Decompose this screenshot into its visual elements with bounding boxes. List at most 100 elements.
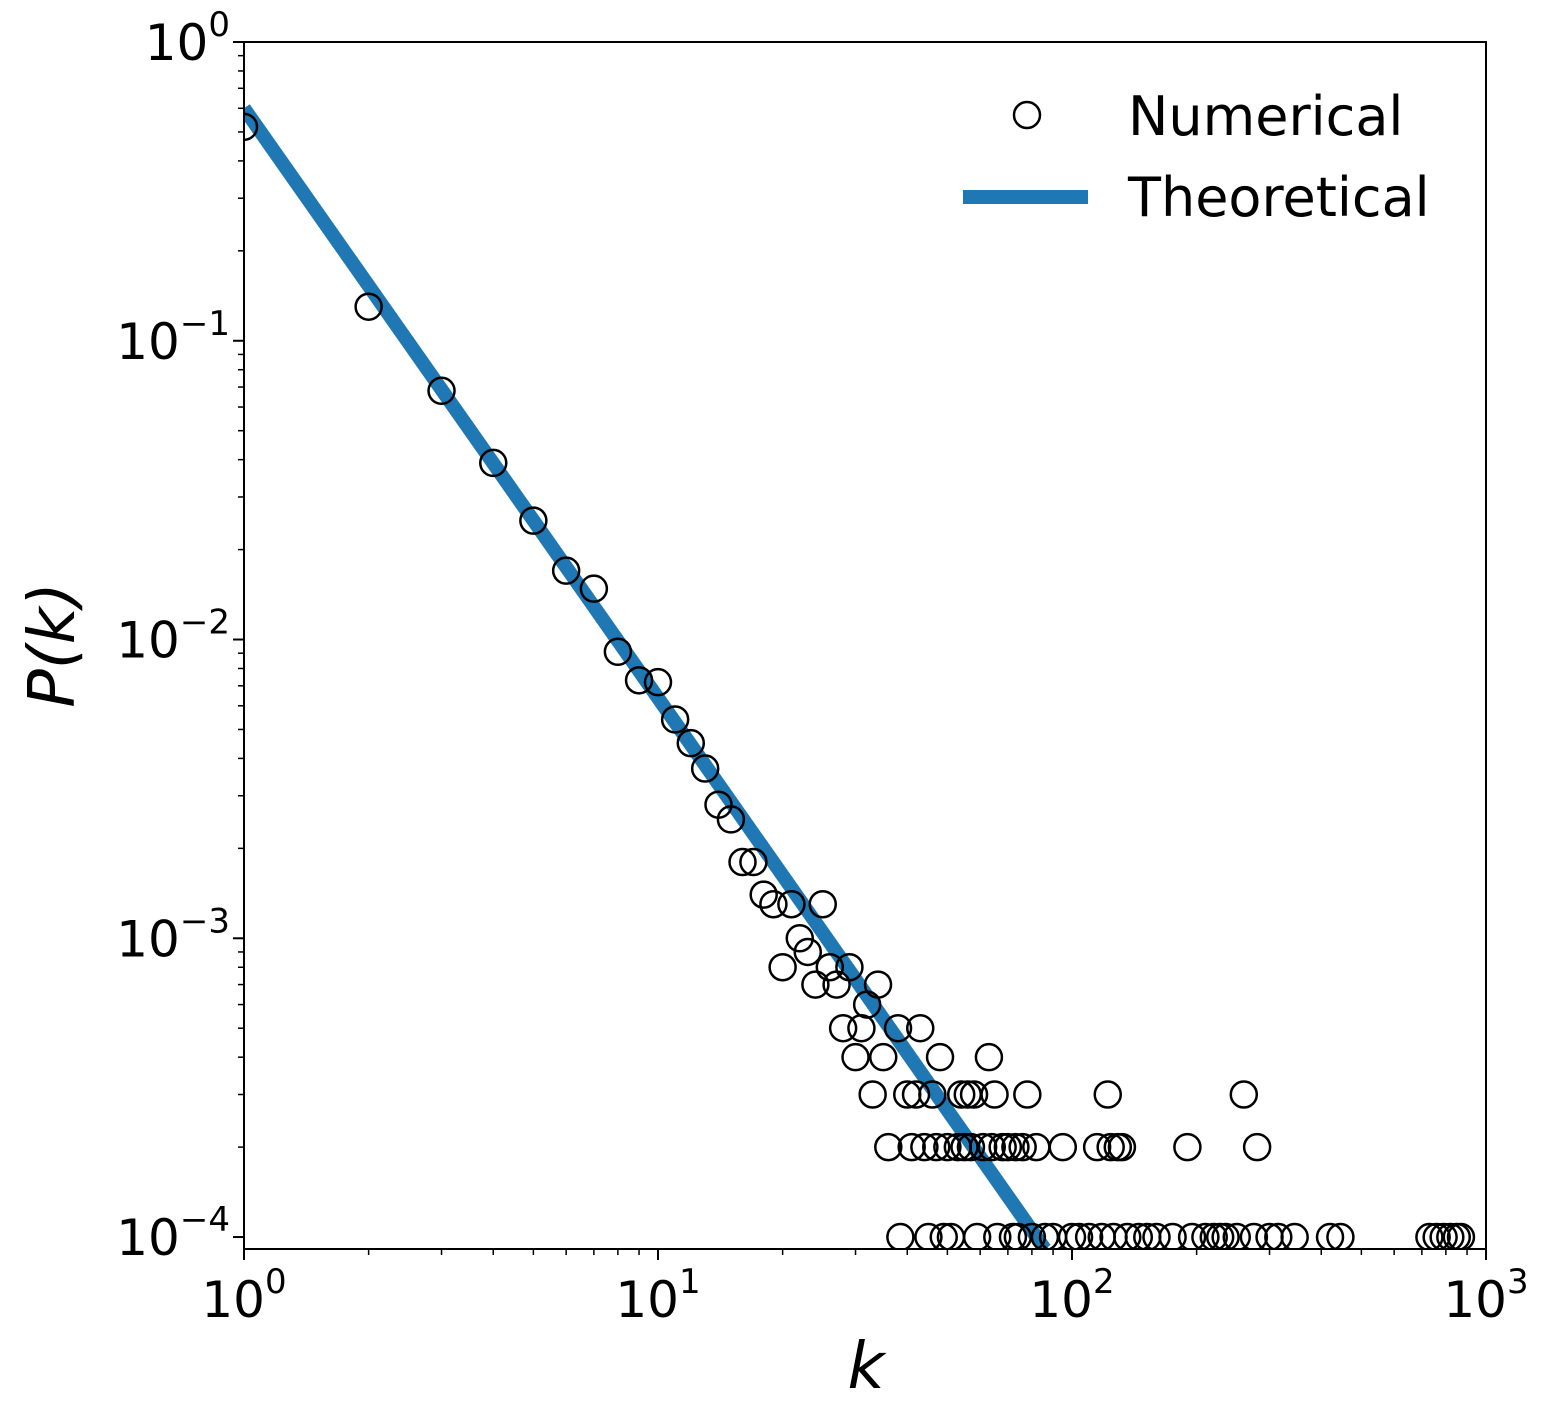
numerical-point [1436, 1222, 1465, 1249]
numerical-point [551, 556, 581, 585]
numerical-point [1142, 1222, 1171, 1249]
numerical-point [1446, 1222, 1476, 1249]
numerical-point [1001, 1132, 1030, 1162]
numerical-point [1048, 1132, 1078, 1162]
numerical-point [1422, 1222, 1451, 1249]
numerical-point [793, 937, 823, 967]
numerical-point [1280, 1222, 1309, 1249]
numerical-point [1326, 1222, 1355, 1249]
numerical-point [1173, 1132, 1202, 1162]
numerical-point [1113, 1222, 1142, 1249]
numerical-point [1158, 1222, 1187, 1249]
numerical-point [739, 847, 768, 877]
numerical-point [993, 1132, 1023, 1162]
numerical-point [1242, 1132, 1272, 1162]
numerical-point [1264, 1222, 1293, 1249]
numerical-point [749, 880, 778, 909]
x-tick-label: 100 [201, 1262, 286, 1329]
plot-content [244, 104, 1476, 1249]
numerical-point [624, 666, 654, 695]
numerical-point [1239, 1222, 1269, 1249]
x-tick-label: 103 [1443, 1262, 1528, 1329]
numerical-point [977, 1132, 1007, 1162]
y-tick-label: 10−2 [116, 603, 230, 670]
numerical-point [983, 1222, 1012, 1249]
numerical-point [918, 1080, 947, 1109]
x-tick-label: 101 [615, 1262, 700, 1329]
numerical-point [906, 1013, 935, 1043]
y-tick-label: 10−1 [116, 304, 230, 371]
numerical-point [768, 952, 797, 982]
legend-label-numerical: Numerical [1128, 85, 1403, 148]
legend-marker-numerical [1012, 100, 1042, 130]
numerical-point [1211, 1222, 1240, 1249]
numerical-point [1177, 1222, 1207, 1249]
numerical-point [974, 1042, 1004, 1072]
numerical-point [868, 1042, 898, 1072]
numerical-point [835, 952, 864, 982]
numerical-point [956, 1132, 986, 1162]
numerical-point [1096, 1132, 1125, 1162]
numerical-point [427, 376, 456, 406]
numerical-point [968, 1132, 998, 1162]
numerical-point [479, 448, 508, 478]
numerical-point [1107, 1132, 1137, 1162]
y-tick-label: 10−3 [116, 901, 230, 968]
numerical-point [1229, 1080, 1259, 1109]
numerical-point [847, 1013, 876, 1043]
numerical-point [1057, 1222, 1087, 1249]
numerical-point [1222, 1222, 1251, 1249]
numerical-point [1093, 1080, 1123, 1109]
numerical-point [863, 970, 893, 999]
numerical-point [1064, 1222, 1094, 1249]
numerical-point [921, 1132, 951, 1162]
y-tick-label: 100 [145, 5, 230, 72]
numerical-point [897, 1132, 926, 1162]
plot-area [244, 104, 1476, 1249]
numerical-point [1191, 1222, 1220, 1249]
numerical-point [841, 1042, 870, 1072]
numerical-point [690, 754, 720, 783]
numerical-point [962, 1222, 992, 1249]
numerical-point [910, 1132, 939, 1162]
legend-label-theoretical: Theoretical [1127, 166, 1430, 229]
x-axis-label: k [847, 1330, 887, 1404]
numerical-point [676, 728, 706, 758]
numerical-point [858, 1080, 887, 1109]
numerical-point [901, 1080, 931, 1109]
numerical-point [874, 1132, 903, 1162]
numerical-point [815, 952, 845, 982]
numerical-point [883, 1013, 913, 1043]
plot-frame [243, 41, 1487, 1250]
numerical-point [519, 506, 548, 535]
numerical-point [354, 292, 383, 321]
numerical-point [777, 889, 806, 919]
numerical-point [1074, 1222, 1104, 1249]
numerical-point [914, 1222, 943, 1249]
numerical-point [946, 1080, 976, 1109]
numerical-point [1008, 1132, 1037, 1162]
numerical-point [925, 1042, 955, 1072]
numerical-point [828, 1013, 858, 1043]
x-tick-label: 102 [1029, 1262, 1114, 1329]
numerical-point [808, 889, 837, 919]
numerical-point [716, 805, 746, 834]
numerical-point [933, 1132, 962, 1162]
numerical-point [1199, 1222, 1229, 1249]
numerical-point [1429, 1222, 1458, 1249]
numerical-point [579, 574, 609, 603]
numerical-point [1017, 1222, 1047, 1249]
numerical-point [980, 1080, 1009, 1109]
numerical-point [244, 112, 259, 142]
numerical-point [660, 705, 690, 734]
numerical-point [728, 847, 757, 877]
numerical-point [643, 667, 673, 697]
numerical-point [603, 637, 633, 667]
numerical-point [1415, 1222, 1444, 1249]
axes: 100 101 102 103 100 10−1 10−2 10−3 10−4 [116, 5, 1528, 1329]
numerical-point [1013, 1080, 1042, 1109]
numerical-point [759, 889, 788, 919]
legend: Numerical Theoretical [963, 85, 1430, 229]
numerical-point [785, 924, 815, 953]
